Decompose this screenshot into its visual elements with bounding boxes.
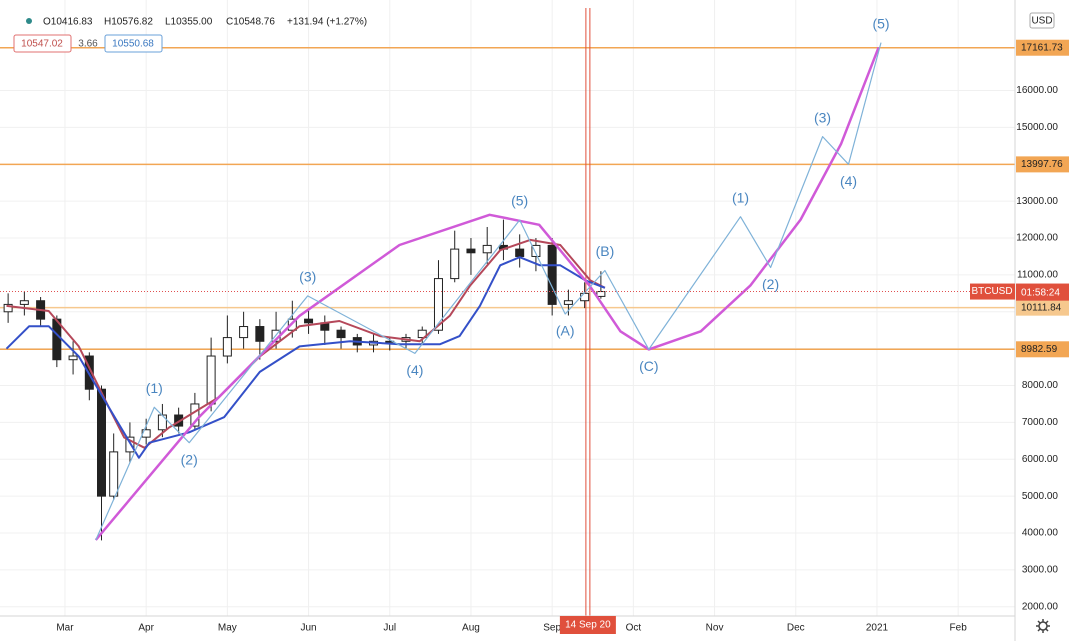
symbol-box — [970, 283, 1015, 300]
candle-body — [596, 291, 606, 297]
x-tick-label: Jun — [300, 623, 316, 634]
hline-label-box — [1016, 156, 1069, 173]
y-tick-label: 16000.00 — [1016, 85, 1058, 96]
wave-label: (4) — [840, 173, 857, 189]
ask-price: 10550.68 — [112, 39, 154, 50]
countdown: 01:58:24 — [1021, 287, 1060, 298]
hline-label: 13997.76 — [1021, 159, 1063, 170]
candle-body — [222, 337, 232, 357]
ask-box[interactable] — [104, 34, 163, 53]
wave-label: (4) — [406, 362, 423, 378]
x-tick-label: Oct — [626, 623, 642, 634]
wave-label: (1) — [146, 380, 163, 396]
wave-label: (1) — [732, 189, 749, 205]
countdown-box — [1016, 284, 1069, 301]
hline-label: 17161.73 — [1021, 42, 1063, 53]
currency-box[interactable] — [1029, 12, 1055, 29]
x-tick-label: May — [218, 623, 237, 634]
candle-body — [482, 244, 492, 254]
candle-body — [3, 303, 13, 313]
bid-box[interactable] — [13, 34, 72, 53]
x-tick-label: Apr — [138, 623, 154, 634]
y-tick-label: 4000.00 — [1022, 528, 1059, 539]
candle-body — [336, 329, 346, 339]
hline-label-box — [1016, 39, 1069, 56]
x-tick-label: Feb — [950, 623, 968, 634]
symbol: BTCUSD — [971, 286, 1012, 297]
candle-body — [563, 300, 573, 305]
candle-body — [109, 451, 119, 497]
y-tick-label: 13000.00 — [1016, 196, 1058, 207]
wave-label: (5) — [872, 15, 889, 31]
x-tick-label: Aug — [462, 623, 480, 634]
candle-body — [255, 326, 265, 342]
candle-body — [531, 244, 541, 257]
x-tick-label: 2021 — [866, 623, 889, 634]
x-tick-label: Dec — [787, 623, 805, 634]
settings-icon[interactable] — [1036, 619, 1050, 633]
x-tick-label: Mar — [56, 623, 74, 634]
axes: 2000.00 3000.00 4000.00 5000.00 6000.00 7000.… — [56, 39, 1069, 634]
y-tick-label: 15000.00 — [1016, 122, 1058, 133]
hline-label: 10111.84 — [1021, 302, 1062, 313]
ohlc-close: C10548.76 — [226, 17, 275, 28]
wave-label: (3) — [814, 109, 831, 125]
wave-label: (5) — [511, 193, 528, 209]
candle-body — [97, 388, 106, 497]
candle-body — [450, 248, 460, 280]
x-tick-label: Jul — [383, 623, 396, 634]
date-label-box — [559, 616, 616, 634]
x-tick-label: Sep — [543, 623, 561, 634]
y-tick-label: 12000.00 — [1016, 233, 1058, 244]
wave-label: (A) — [556, 323, 575, 339]
wave-label: (2) — [181, 451, 198, 467]
candle-body — [580, 292, 590, 302]
candle-body — [433, 278, 443, 331]
spread: 3.66 — [78, 39, 98, 50]
candle-body — [417, 329, 427, 339]
candle-body — [19, 300, 29, 305]
hline-label-box — [1016, 299, 1069, 316]
ohlc-high: H10576.82 — [104, 17, 153, 28]
y-tick-label: 2000.00 — [1022, 601, 1059, 612]
wave-label: (2) — [762, 276, 779, 292]
plot: (1) (2) (3) (4) (5) (A) (B) (C) (1) (2) (3) (4) (5) — [0, 8, 1015, 616]
x-tick-label: Nov — [706, 623, 724, 634]
y-tick-label: 5000.00 — [1022, 491, 1059, 502]
wave-label: (3) — [299, 269, 316, 285]
candle-body — [547, 244, 557, 305]
candle-body — [515, 248, 525, 257]
wave-label: (B) — [596, 243, 615, 259]
y-tick-label: 7000.00 — [1022, 417, 1059, 428]
y-tick-label: 11000.00 — [1017, 270, 1058, 281]
overlay-line — [94, 46, 880, 541]
bid-price: 10547.02 — [21, 39, 63, 50]
ohlc-low: L10355.00 — [165, 17, 213, 28]
candle-body — [68, 355, 78, 361]
wave-label: (C) — [639, 358, 658, 374]
ohlc-open: O10416.83 — [43, 17, 93, 28]
candle-body — [304, 318, 314, 324]
date-label: 14 Sep 20 — [565, 620, 611, 631]
header: O10416.83 H10576.82 L10355.00 C10548.76 … — [13, 12, 1055, 633]
currency: USD — [1031, 16, 1052, 27]
wave-line — [95, 42, 882, 541]
overlay-line — [5, 256, 606, 459]
candle-body — [239, 326, 249, 339]
candle-body — [157, 414, 167, 431]
candle-body — [206, 355, 216, 405]
y-tick-label: 3000.00 — [1022, 565, 1059, 576]
ohlc-change: +131.94 (+1.27%) — [287, 17, 367, 28]
y-tick-label: 6000.00 — [1022, 454, 1059, 465]
hline-label: 8982.59 — [1021, 344, 1058, 355]
hline-label-box — [1016, 341, 1069, 358]
y-tick-label: 8000.00 — [1022, 380, 1059, 391]
candle-body — [466, 248, 476, 254]
status-dot — [26, 18, 32, 24]
